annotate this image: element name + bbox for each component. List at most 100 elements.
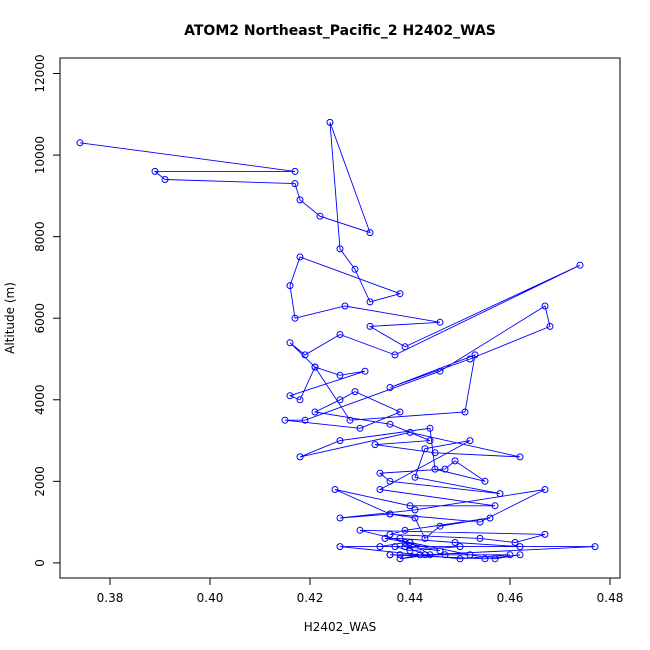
- data-point: [376, 543, 384, 551]
- data-point: [336, 396, 344, 404]
- data-point: [336, 331, 344, 338]
- data-point: [301, 416, 309, 424]
- data-point: [351, 265, 359, 273]
- data-point: [481, 477, 489, 485]
- chart-title: ATOM2 Northeast_Pacific_2 H2402_WAS: [184, 23, 496, 39]
- data-point: [421, 551, 429, 559]
- data-point: [416, 551, 424, 559]
- x-tick-label: 0.46: [497, 591, 524, 605]
- y-tick-label: 6000: [33, 303, 47, 334]
- data-point: [421, 534, 429, 542]
- data-point: [401, 543, 409, 551]
- data-point: [456, 543, 464, 551]
- data-point: [286, 339, 294, 347]
- data-point: [391, 351, 399, 359]
- data-point: [401, 539, 409, 546]
- data-point: [336, 245, 344, 253]
- data-point: [386, 530, 394, 538]
- data-point: [366, 229, 374, 237]
- data-point: [516, 551, 524, 559]
- data-point: [401, 526, 409, 534]
- data-point: [286, 282, 294, 290]
- data-point: [351, 388, 359, 396]
- data-point: [436, 547, 444, 555]
- data-point: [541, 486, 549, 493]
- data-point: [481, 555, 489, 563]
- data-point: [391, 543, 399, 551]
- series-line: [79, 122, 596, 560]
- data-point: [406, 539, 414, 546]
- data-point: [516, 543, 524, 551]
- x-tick-label: 0.48: [597, 591, 624, 605]
- data-point: [346, 416, 354, 424]
- data-point: [486, 514, 494, 522]
- data-point: [471, 351, 479, 359]
- data-point: [386, 420, 394, 428]
- data-point: [291, 180, 299, 188]
- data-point: [381, 534, 389, 542]
- data-point: [576, 261, 584, 269]
- data-point: [421, 445, 429, 453]
- data-point: [426, 437, 434, 445]
- data-point: [401, 343, 409, 351]
- data-point: [336, 371, 344, 379]
- data-point: [396, 551, 404, 559]
- data-point: [461, 408, 469, 416]
- data-point: [376, 486, 384, 493]
- data-point: [541, 302, 549, 310]
- data-point: [396, 534, 404, 542]
- data-point: [476, 534, 484, 542]
- data-point: [336, 437, 344, 445]
- data-point: [311, 408, 319, 416]
- x-axis: 0.38 0.40 0.42 0.44 0.46 0.48: [97, 577, 624, 605]
- data-point: [386, 551, 394, 559]
- x-tick-label: 0.44: [397, 591, 424, 605]
- data-point: [441, 551, 449, 559]
- data-point: [396, 408, 404, 416]
- x-axis-label: H2402_WAS: [304, 620, 377, 634]
- data-point: [281, 416, 289, 424]
- data-point: [436, 522, 444, 530]
- data-point: [456, 555, 464, 563]
- data-point: [366, 298, 374, 306]
- data-point: [151, 167, 159, 175]
- data-point: [296, 196, 304, 204]
- data-point: [336, 514, 344, 522]
- data-point: [411, 514, 419, 522]
- data-point: [296, 453, 304, 461]
- data-point: [336, 543, 344, 551]
- y-tick-label: 10000: [33, 136, 47, 174]
- y-tick-label: 4000: [33, 384, 47, 415]
- data-point: [396, 290, 404, 298]
- x-tick-label: 0.40: [197, 591, 224, 605]
- data-point: [466, 437, 474, 445]
- data-point: [376, 469, 384, 477]
- data-point: [451, 457, 459, 465]
- data-point: [411, 506, 419, 514]
- data-point: [371, 441, 379, 449]
- y-tick-label: 12000: [33, 54, 47, 92]
- data-point: [161, 176, 169, 183]
- y-tick-label: 2000: [33, 466, 47, 497]
- data-point: [291, 314, 299, 322]
- data-point: [76, 139, 84, 147]
- data-point: [386, 384, 394, 391]
- data-point: [291, 167, 299, 175]
- data-point: [411, 473, 419, 481]
- data-point: [361, 367, 369, 375]
- data-point: [431, 465, 439, 473]
- y-tick-label: 0: [33, 559, 47, 567]
- data-point: [326, 118, 334, 126]
- data-point: [356, 526, 364, 534]
- data-point: [386, 510, 394, 518]
- data-point: [516, 453, 524, 461]
- data-point: [366, 322, 374, 330]
- data-point: [436, 318, 444, 326]
- data-point: [591, 543, 599, 551]
- data-point: [396, 555, 404, 563]
- data-series: [76, 118, 599, 563]
- data-point: [431, 449, 439, 457]
- data-point: [466, 551, 474, 559]
